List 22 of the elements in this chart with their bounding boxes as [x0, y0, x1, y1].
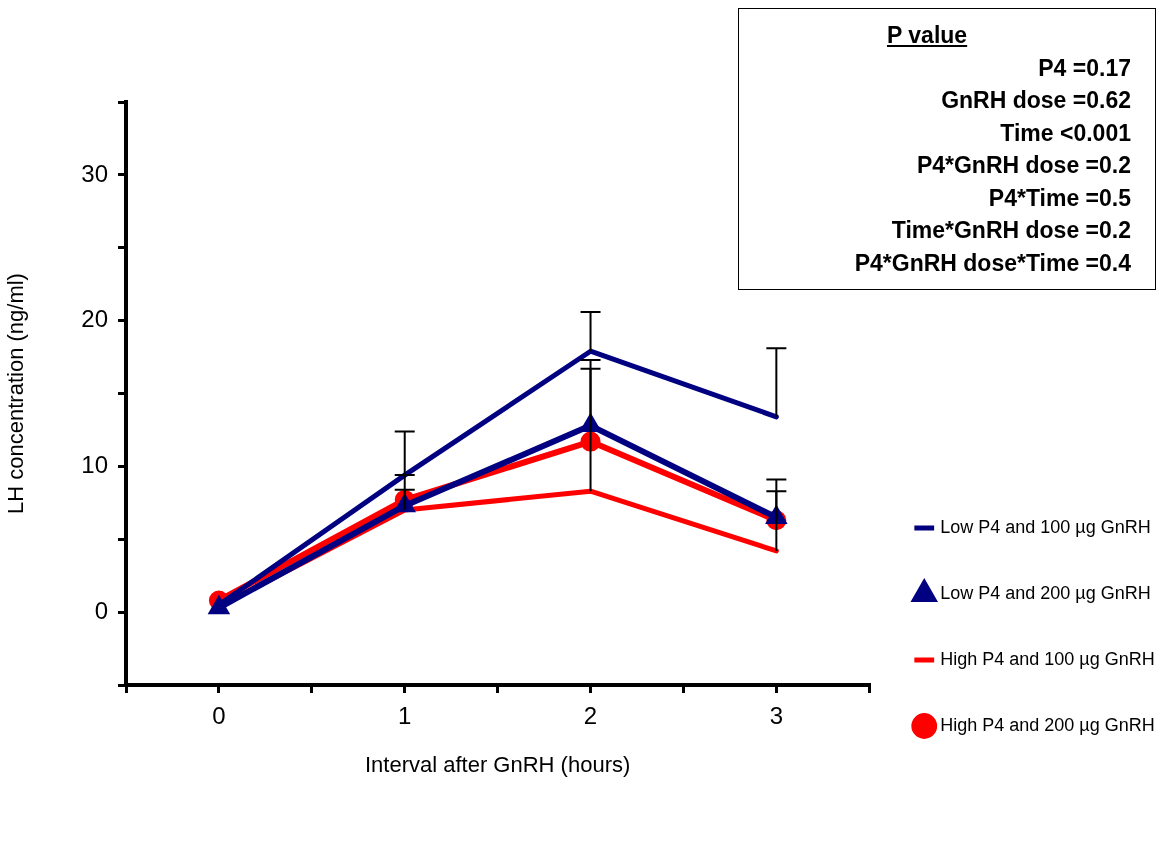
y-axis-title: LH concentration (ng/ml)	[3, 273, 29, 514]
legend-label: Low P4 and 200 µg GnRH	[940, 582, 1151, 603]
x-tick-label: 3	[769, 702, 784, 730]
legend-label: Low P4 and 100 µg GnRH	[940, 516, 1151, 537]
text: P4*GnRH dose =0.2	[915, 151, 1131, 180]
annotation: P4*GnRH dose*Time =0.4	[853, 248, 1131, 278]
x-axis-title: Interval after GnRH (hours)	[364, 751, 631, 777]
x-tick-label: 1	[398, 702, 412, 730]
y-tick-label: 0	[94, 596, 108, 624]
text: P4*Time =0.5	[987, 183, 1131, 213]
x-tick-label: 0	[212, 702, 226, 730]
y-tick-label: 20	[81, 305, 108, 333]
text: Time*GnRH dose =0.2	[890, 216, 1131, 245]
legend-label: High P4 and 100 µg GnRH	[940, 648, 1155, 669]
text: Time <0.001	[999, 118, 1131, 148]
text: P value	[886, 21, 969, 50]
y-tick-label: 30	[81, 159, 108, 187]
y-tick-label: 10	[81, 451, 108, 478]
legend-label: High P4 and 200 µg GnRH	[940, 714, 1155, 735]
x-tick-label: 2	[583, 702, 598, 730]
text: P4 =0.17	[1037, 53, 1131, 83]
text: GnRH dose =0.62	[940, 86, 1131, 115]
